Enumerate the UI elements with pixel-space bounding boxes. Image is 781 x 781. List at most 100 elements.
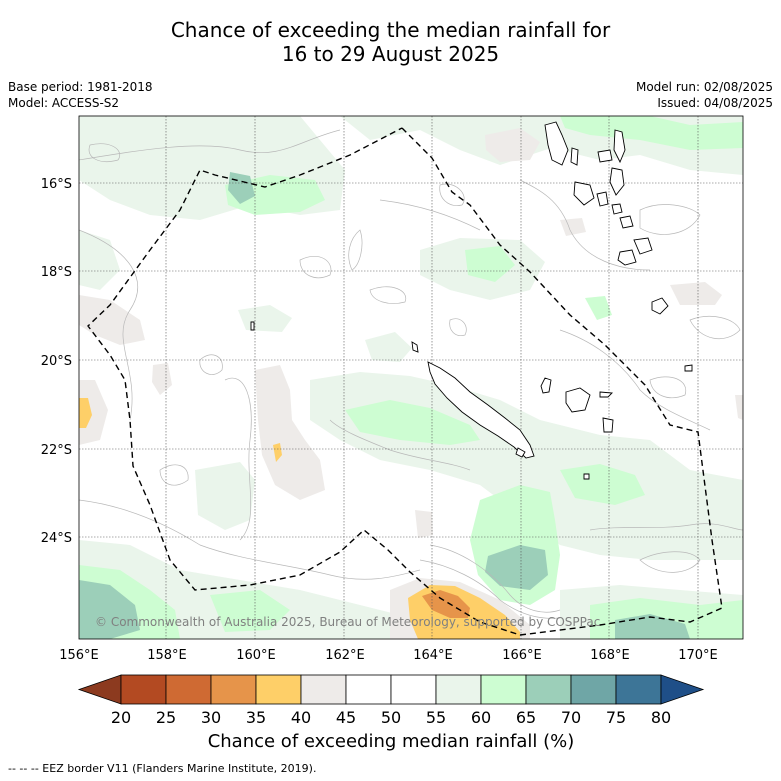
region-65-70	[79, 580, 140, 639]
region-60-65	[210, 590, 290, 632]
lifou-coast	[565, 387, 591, 413]
region-35-40	[79, 398, 92, 428]
new-caledonia-coast	[427, 361, 535, 459]
region-55-60	[79, 230, 120, 290]
region-55-60	[195, 462, 255, 530]
issued-date: Issued: 04/08/2025	[657, 96, 773, 110]
contour-lines	[79, 129, 743, 619]
colorbar-label: 60	[471, 708, 491, 727]
colorbar-label: 75	[606, 708, 626, 727]
region-60-65	[465, 246, 515, 282]
colorbar-bin	[165, 674, 212, 705]
colorbar-bin	[300, 674, 347, 705]
colorbar-label: 25	[156, 708, 176, 727]
lat-tick: 16°S	[41, 177, 72, 192]
hunter-coast	[651, 297, 669, 315]
region-40-45	[485, 128, 540, 162]
colorbar-label: 80	[651, 708, 671, 727]
gridlines	[79, 116, 743, 639]
colorbar-label: 55	[426, 708, 446, 727]
colorbar-bin	[120, 674, 167, 705]
erromango-coast	[633, 237, 653, 255]
title-line2: 16 to 29 August 2025	[281, 42, 500, 66]
region-40-45	[670, 282, 722, 305]
colorbar-bin	[480, 674, 527, 705]
lon-tick: 162°E	[325, 648, 365, 663]
region-40-45	[415, 510, 433, 538]
ouvea-coast	[540, 377, 552, 394]
region-60-65	[345, 400, 480, 445]
ile-des-pins-coast	[515, 447, 526, 458]
espiritu-santo-coast	[544, 121, 569, 166]
malo-coast	[570, 147, 579, 166]
colorbar-title: Chance of exceeding median rainfall (%)	[208, 731, 575, 752]
epi-coast	[611, 203, 623, 215]
lon-tick: 158°E	[147, 648, 187, 663]
model-run: Model run: 02/08/2025	[635, 80, 773, 94]
lon-ticks: 156°E 158°E 160°E 162°E 164°E 166°E 168°…	[59, 648, 718, 663]
base-period: Base period: 1981-2018	[8, 80, 153, 94]
malekula-coast	[573, 181, 595, 206]
map-frame	[78, 115, 744, 640]
copyright-text: © Commonwealth of Australia 2025, Bureau…	[95, 615, 600, 629]
region-30-35	[422, 590, 470, 618]
colorbar-label: 70	[561, 708, 581, 727]
region-40-45	[79, 295, 145, 345]
colorbar-bin	[210, 674, 257, 705]
colorbar-label: 40	[291, 708, 311, 727]
colorbar-bin	[255, 674, 302, 705]
pentecost-coast	[609, 167, 625, 196]
region-40-45	[255, 365, 325, 500]
colorbar	[77, 674, 705, 705]
region-40-45	[560, 218, 586, 236]
region-60-65	[560, 464, 645, 505]
colorbar-bin	[615, 674, 662, 705]
meta-left: Base period: 1981-2018 Model: ACCESS-S2	[8, 79, 153, 111]
tanna-coast	[617, 249, 637, 266]
lon-tick: 156°E	[59, 648, 99, 663]
colorbar-bin	[435, 674, 482, 705]
reef-islet-coast	[583, 473, 590, 480]
colorbar-label: 65	[516, 708, 536, 727]
colorbar-labels: 20 25 30 35 40 45 50 55 60 65 70 75 80	[111, 708, 671, 727]
region-35-40	[273, 443, 282, 462]
colorbar-extend-low	[77, 674, 122, 705]
lon-tick: 166°E	[502, 648, 542, 663]
lon-tick: 170°E	[678, 648, 718, 663]
colorbar-label: 35	[246, 708, 266, 727]
lon-tick: 164°E	[413, 648, 453, 663]
lat-tick: 22°S	[41, 443, 72, 458]
reef-islet-coast	[250, 321, 255, 331]
region-60-65	[585, 296, 612, 320]
region-55-60	[365, 332, 412, 362]
mare-coast	[602, 417, 614, 433]
colorbar-bin	[390, 674, 437, 705]
lon-tick: 168°E	[590, 648, 630, 663]
colorbar-label: 45	[336, 708, 356, 727]
meta-right: Model run: 02/08/2025 Issued: 04/08/2025	[636, 79, 773, 111]
colorbar-label: 20	[111, 708, 131, 727]
title-line1: Chance of exceeding the median rainfall …	[170, 18, 611, 42]
lon-tick: 160°E	[236, 648, 276, 663]
colorbar-extend-high	[660, 674, 705, 705]
map-title: Chance of exceeding the median rainfall …	[0, 18, 781, 66]
probability-field	[79, 116, 743, 639]
ambrym-coast	[596, 191, 609, 207]
model-name: Model: ACCESS-S2	[8, 96, 120, 110]
belep-islands-coast	[411, 341, 419, 353]
matthew-coast	[684, 364, 693, 372]
ambae-coast	[597, 149, 613, 163]
colorbar-label: 30	[201, 708, 221, 727]
region-40-45	[735, 395, 743, 420]
region-40-45	[152, 363, 172, 395]
lat-tick: 24°S	[41, 531, 72, 546]
region-40-45	[79, 380, 108, 445]
maewo-coast	[613, 129, 626, 164]
colorbar-label: 50	[381, 708, 401, 727]
eez-border	[87, 127, 723, 636]
tiga-coast	[599, 391, 614, 398]
region-65-70	[485, 545, 548, 590]
coastlines	[250, 121, 693, 480]
colorbar-bin	[345, 674, 392, 705]
